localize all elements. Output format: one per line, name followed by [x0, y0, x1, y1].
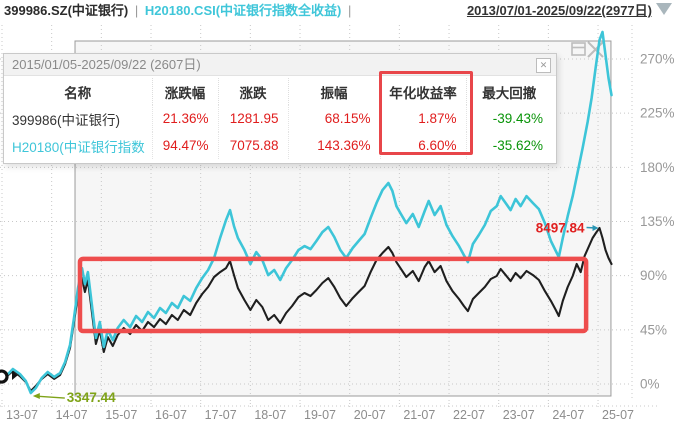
close-icon[interactable]: ✕ [536, 58, 551, 73]
window-icon[interactable] [571, 42, 586, 56]
low-point-annotation: 3347.44 [32, 390, 116, 405]
series-line-total-return-index [0, 30, 613, 395]
stats-value-cell: 7075.88 [217, 132, 288, 159]
comparison-stats-tooltip: 2015/01/05-2025/09/22 (2607日) ✕ 名称 涨跌幅 涨跌振… [3, 53, 557, 164]
series-start-marker[interactable] [0, 369, 9, 384]
comparison-highlight-box [77, 256, 589, 334]
annotation-arrowhead [32, 393, 40, 400]
x-axis-label: 14-07 [56, 408, 88, 422]
stats-column-header: 名称 [64, 85, 92, 101]
series-name-cell: H20180(中证银行指数 [12, 139, 145, 155]
stats-header-row: 名称 涨跌幅 涨跌 振幅 年化收益率 最大回撤 [4, 78, 552, 105]
x-axis-label: 22-07 [453, 408, 485, 422]
symbol-primary-label: 399986.SZ(中证银行) [4, 3, 129, 18]
stats-value-cell: 6.60% [379, 132, 466, 159]
chart-toolbox [571, 41, 604, 58]
y-axis-label: 225% [640, 106, 675, 121]
title-separator: | [134, 3, 139, 18]
x-axis-label: 15-07 [105, 408, 137, 422]
y-axis-label: 90% [640, 268, 667, 283]
series-line-price-index [0, 226, 613, 393]
y-axis-label: 135% [640, 214, 675, 229]
x-axis-label: 18-07 [254, 408, 286, 422]
y-axis-label: 180% [640, 160, 675, 175]
x-axis-label: 23-07 [503, 408, 535, 422]
triangle-down-icon[interactable] [656, 3, 672, 15]
chart-title: 399986.SZ(中证银行) | H20180.CSI(中证银行指数全收益) … [4, 1, 354, 21]
y-axis-labels: 0% 45% 90% 135% 180% 225% 270% [640, 52, 675, 392]
stats-table: 名称 涨跌幅 涨跌 振幅 年化收益率 最大回撤 399986(中证银行) 21.36% 128… [4, 78, 552, 159]
x-axis-label: 13-07 [6, 408, 38, 422]
stats-column-header: 涨跌 [217, 78, 288, 105]
stats-value-cell: 1.87% [379, 105, 466, 132]
stats-value-cell: 1281.95 [217, 105, 288, 132]
x-axis-labels: 13-07 14-07 15-07 16-07 17-07 18-07 19-07 20-07… [6, 408, 634, 422]
stats-column-header: 振幅 [287, 78, 380, 105]
stats-row: 399986(中证银行) 21.36% 1281.95 68.15% 1.87% -39.… [4, 105, 552, 132]
stats-value-cell: 68.15% [287, 105, 380, 132]
marker-arrow-icon [12, 371, 18, 380]
y-axis-label: 45% [640, 322, 667, 337]
stats-value-cell: -35.62% [465, 132, 552, 159]
x-axis-label: 25-07 [602, 408, 634, 422]
x-axis-label: 21-07 [403, 408, 435, 422]
stats-value-cell: 21.36% [151, 105, 218, 132]
y-axis-label: 0% [640, 377, 660, 392]
date-range-selector[interactable]: 2013/07/01-2025/09/22(2977日) [466, 3, 652, 18]
stats-value-cell: 143.36% [287, 132, 380, 159]
x-axis-label: 19-07 [304, 408, 336, 422]
symbol-secondary-label: H20180.CSI(中证银行指数全收益) [144, 3, 342, 18]
stats-value-cell: -39.43% [465, 105, 552, 132]
x-axis-label: 24-07 [552, 408, 584, 422]
header-bar: 399986.SZ(中证银行) | H20180.CSI(中证银行指数全收益) … [0, 0, 682, 22]
peak-point-annotation: 8497.84 [536, 221, 599, 236]
stats-column-header: 最大回撤 [465, 78, 552, 105]
tooltip-date-range: 2015/01/05-2025/09/22 (2607日) [4, 54, 556, 76]
low-value-label: 3347.44 [67, 390, 116, 405]
stats-column-header: 涨跌幅 [151, 78, 218, 105]
title-separator-2: | [348, 3, 352, 18]
y-axis-label: 270% [640, 52, 675, 67]
annotation-arrowhead [592, 225, 599, 232]
x-axis-label: 17-07 [205, 408, 237, 422]
peak-value-label: 8497.84 [536, 221, 585, 236]
series-name-cell: 399986(中证银行) [12, 112, 121, 128]
stats-column-header: 年化收益率 [379, 78, 466, 105]
stats-value-cell: 94.47% [151, 132, 218, 159]
close-icon[interactable] [587, 41, 604, 58]
x-axis-label: 16-07 [155, 408, 187, 422]
x-axis-label: 20-07 [354, 408, 386, 422]
stats-row: H20180(中证银行指数 94.47% 7075.88 143.36% 6.60% -3… [4, 132, 552, 159]
